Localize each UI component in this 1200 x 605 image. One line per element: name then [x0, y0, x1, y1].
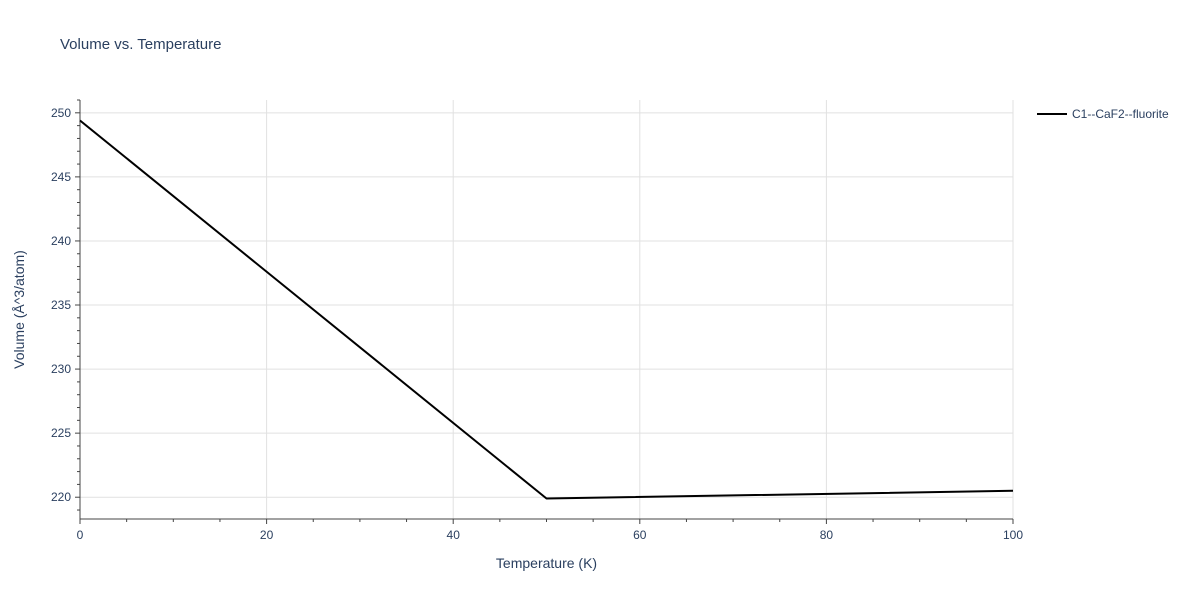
- x-tick-label: 40: [447, 528, 461, 542]
- x-tick-label: 100: [1003, 528, 1023, 542]
- y-tick-label: 245: [51, 170, 71, 184]
- y-tick-label: 240: [51, 234, 71, 248]
- series-line: [79, 119, 1014, 500]
- y-tick-label: 220: [51, 490, 71, 504]
- x-tick-label: 80: [820, 528, 834, 542]
- y-axis-title: Volume (Å^3/atom): [11, 250, 27, 369]
- x-tick-label: 0: [77, 528, 84, 542]
- y-tick-label: 235: [51, 298, 71, 312]
- y-tick-label: 250: [51, 106, 71, 120]
- chart-title: Volume vs. Temperature: [60, 36, 222, 53]
- x-tick-label: 20: [260, 528, 274, 542]
- y-tick-label: 230: [51, 362, 71, 376]
- legend-label[interactable]: C1--CaF2--fluorite: [1072, 107, 1169, 121]
- x-axis-title: Temperature (K): [496, 555, 597, 571]
- y-tick-label: 225: [51, 426, 71, 440]
- x-tick-label: 60: [633, 528, 647, 542]
